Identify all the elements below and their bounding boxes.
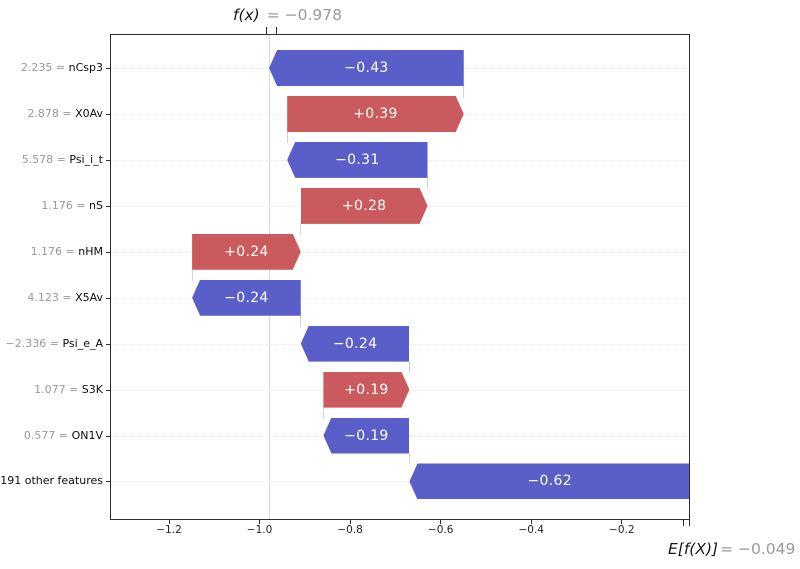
x-tick-label: −0.8 <box>337 524 363 536</box>
x-tick <box>621 520 623 524</box>
y-tick <box>106 481 110 483</box>
feature-row-label: 2.878 = X0Av <box>27 106 103 122</box>
bar-value-label: +0.28 <box>341 197 387 214</box>
y-tick <box>106 297 110 299</box>
feature-name: ON1V <box>71 428 103 442</box>
fx-value: = −0.978 <box>266 6 343 24</box>
bar-value-label: +0.19 <box>344 381 389 398</box>
feature-value: 1.077 = <box>34 382 82 396</box>
feature-name: nHM <box>78 244 103 258</box>
y-tick <box>106 435 110 437</box>
y-tick <box>106 343 110 345</box>
feature-name: Psi_i_t <box>69 152 103 166</box>
fx-label: f(x) <box>233 6 260 24</box>
connector-line <box>427 176 429 189</box>
waterfall-bar: +0.24 <box>192 234 301 270</box>
feature-name: S3K <box>81 382 103 396</box>
waterfall-bar: +0.39 <box>287 96 464 132</box>
bar-value-label: −0.43 <box>344 60 389 76</box>
x-tick-label: −1.2 <box>156 524 182 536</box>
feature-name: 191 other features <box>0 474 103 488</box>
fx-reference-line <box>269 34 271 520</box>
y-tick <box>106 251 110 253</box>
waterfall-bar: −0.31 <box>287 141 428 178</box>
bar-value-label: −0.24 <box>332 335 378 352</box>
feature-value: 1.176 = <box>41 198 90 212</box>
bar-value-label: −0.62 <box>527 473 572 490</box>
ef-value: = −0.049 <box>720 540 796 558</box>
expected-value-label: E[f(X)] = −0.049 <box>668 540 795 558</box>
connector-line <box>286 130 288 143</box>
x-tick <box>259 520 261 524</box>
bar-value-label: −0.24 <box>224 289 269 306</box>
feature-row-label: 4.123 = X5Av <box>27 290 103 306</box>
feature-value: 2.235 = <box>20 61 69 74</box>
feature-value: 5.578 = <box>21 152 70 166</box>
feature-row-label: 5.578 = Psi_i_t <box>22 152 103 168</box>
x-tick-label: −1.0 <box>246 524 273 536</box>
feature-row-label: 1.077 = S3K <box>34 382 103 398</box>
waterfall-bar: −0.24 <box>192 279 301 316</box>
feature-name: nS <box>89 198 103 212</box>
y-tick <box>106 68 110 69</box>
waterfall-bar: +0.28 <box>301 188 428 224</box>
x-tick-label: −0.6 <box>427 524 454 536</box>
connector-line <box>191 268 193 281</box>
feature-value: 1.176 = <box>30 244 79 258</box>
feature-row-label: 1.176 = nHM <box>31 244 103 260</box>
feature-name: X0Av <box>75 106 103 120</box>
feature-value: 0.577 = <box>23 428 72 442</box>
feature-row-label: 0.577 = ON1V <box>24 428 103 444</box>
connector-line <box>300 314 302 327</box>
connector-line <box>300 222 302 235</box>
waterfall-bar: −0.62 <box>409 463 690 500</box>
y-tick <box>106 205 110 207</box>
base-value-tick <box>683 520 684 526</box>
feature-row-label: 1.176 = nS <box>41 198 103 214</box>
connector-line <box>463 85 465 97</box>
y-tick <box>106 159 110 161</box>
ef-label-text: E[f(X)] <box>668 540 719 558</box>
feature-value: 4.123 = <box>27 290 76 304</box>
feature-row-label: 191 other features <box>0 473 103 489</box>
x-tick-label: −0.2 <box>609 524 635 536</box>
plot-area: −0.43 +0.39 −0.31 +0.28 +0.24 −0.24 −0.24 +0.19… <box>106 34 690 524</box>
base-value-tick <box>689 520 690 526</box>
feature-value: 2.878 = <box>27 106 76 120</box>
fx-top-tick <box>275 27 277 34</box>
connector-line <box>408 360 410 373</box>
row-gridline <box>110 251 690 253</box>
connector-line <box>408 452 410 465</box>
bar-value-label: +0.39 <box>353 105 398 122</box>
waterfall-bar: −0.24 <box>300 325 410 362</box>
waterfall-bar: −0.19 <box>323 417 410 454</box>
waterfall-bar: +0.19 <box>323 372 409 408</box>
bar-value-label: −0.19 <box>344 427 389 444</box>
y-tick <box>106 389 110 391</box>
connector-line <box>322 406 324 419</box>
waterfall-bar: −0.43 <box>269 50 464 86</box>
feature-name: Psi_e_A <box>62 336 103 350</box>
x-tick <box>440 520 442 524</box>
feature-row-label: −2.336 = Psi_e_A <box>6 336 103 352</box>
x-tick <box>530 520 532 524</box>
x-tick <box>349 520 351 524</box>
fx-top-tick <box>265 27 267 34</box>
feature-value: −2.336 = <box>5 336 63 350</box>
fx-title: f(x) = −0.978 <box>233 6 342 24</box>
row-gridline <box>110 481 690 483</box>
x-tick <box>168 520 170 524</box>
feature-name: nCsp3 <box>68 61 103 74</box>
y-tick <box>106 113 110 115</box>
x-tick-label: −0.4 <box>518 524 544 536</box>
feature-name: X5Av <box>75 290 103 304</box>
bar-value-label: −0.31 <box>335 151 380 168</box>
bar-value-label: +0.24 <box>224 243 269 260</box>
feature-row-label: 2.235 = nCsp3 <box>21 60 103 76</box>
row-gridline <box>110 297 690 299</box>
